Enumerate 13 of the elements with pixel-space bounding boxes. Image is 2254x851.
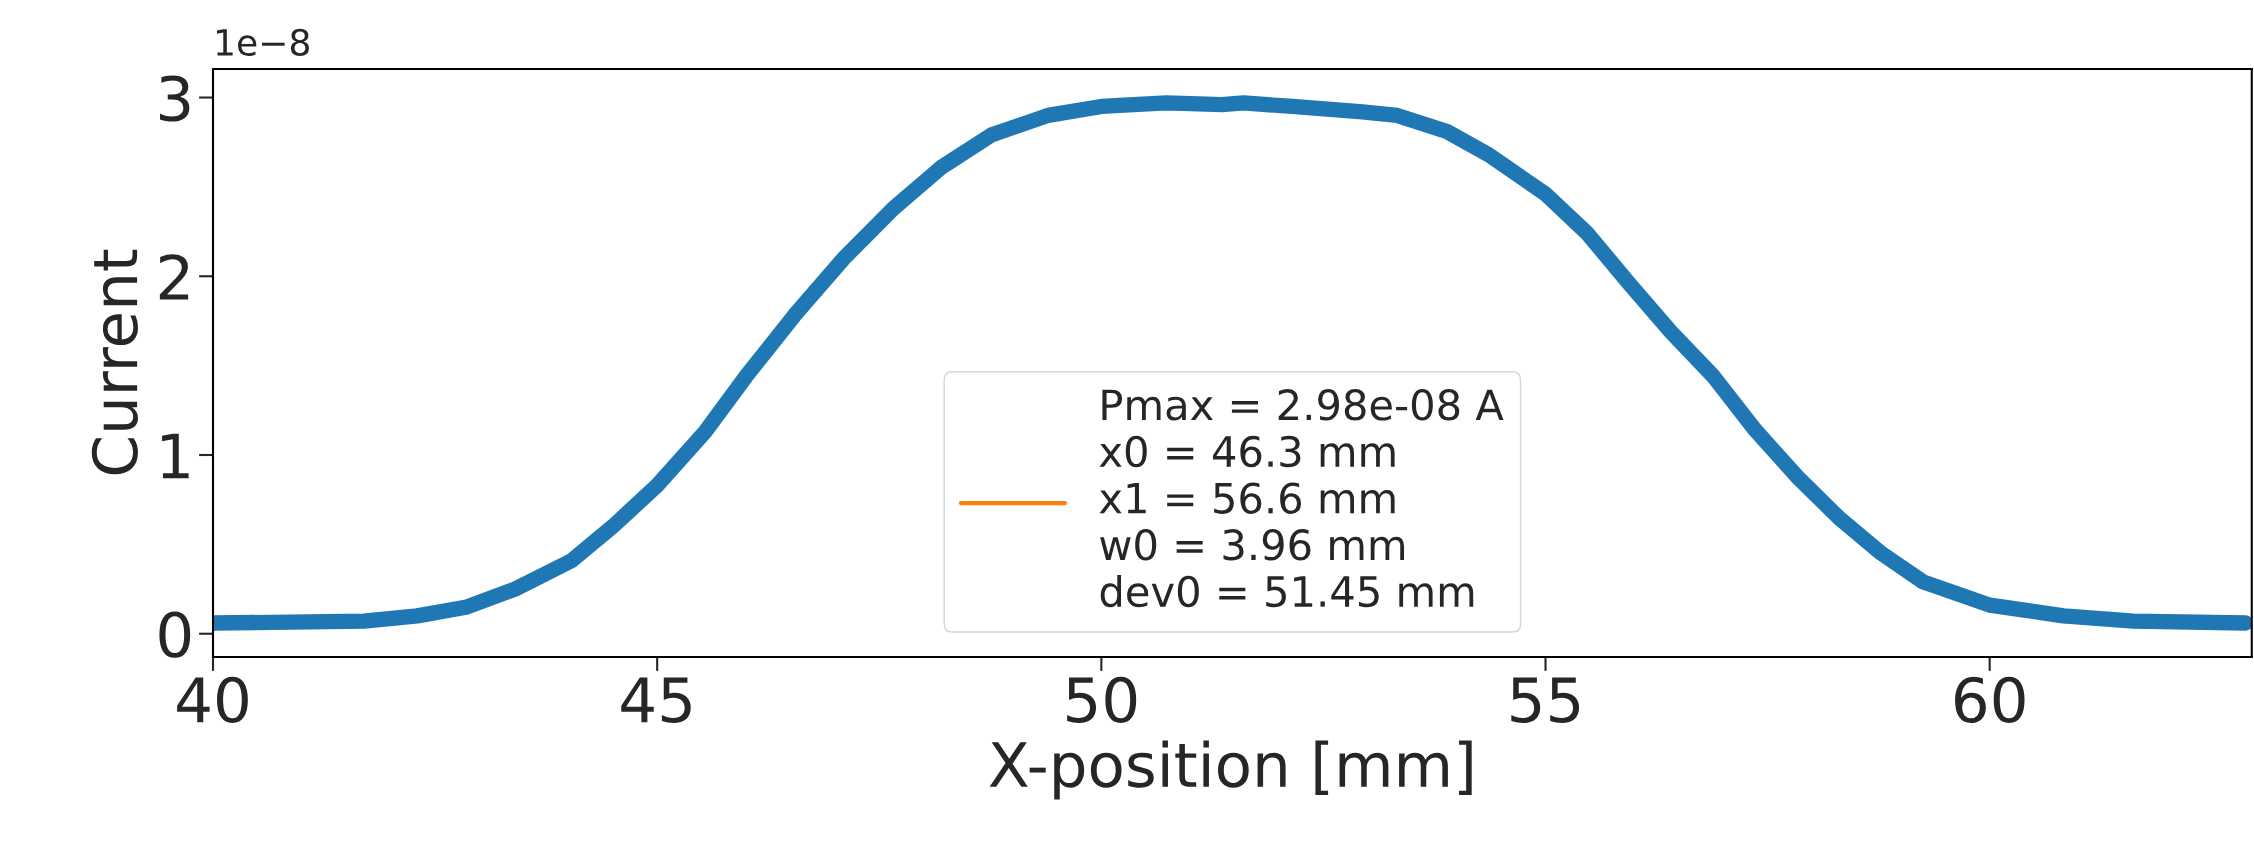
x-tick-label: 45 [621,677,691,724]
text: 1e−8 [216,28,309,57]
x-tick-label: 50 [1067,676,1137,724]
legend-label: Pmax = 2.98e-08 A x0 = 46.3 mm x1 = 56.6 mm w0 = 3.96 mm dev0 = 51.45 mm [1099,389,1504,608]
y-tick-label: 2 [159,254,189,300]
y-tick-label: 0 [159,611,191,658]
y-tick-label: 3 [160,75,190,122]
x-axis-title: X-position [mm] [989,740,1472,800]
x-tick-label: 55 [1511,677,1580,724]
x-tick-label: 40 [177,676,248,724]
y-axis-title: Current [91,249,138,475]
y-tick-label: 1 [162,433,189,479]
x-tick-label: 60 [1955,676,2025,724]
